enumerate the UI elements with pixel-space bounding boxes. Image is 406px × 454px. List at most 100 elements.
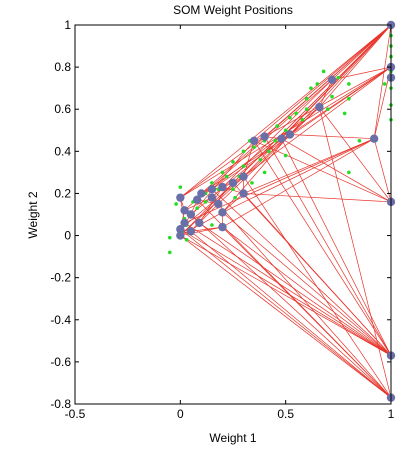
neighbor-link: [281, 24, 392, 139]
data-point: [382, 82, 387, 86]
data-point: [336, 75, 341, 80]
neighbor-link: [190, 231, 392, 398]
neighbor-link: [222, 226, 392, 356]
neuron-weight: [186, 227, 196, 236]
data-point: [252, 145, 256, 149]
data-point: [347, 82, 351, 86]
neighbor-link: [222, 193, 244, 213]
neighbor-link: [222, 138, 375, 228]
data-point: [342, 111, 347, 116]
neighbor-link: [253, 24, 392, 142]
neighbor-link: [243, 176, 392, 398]
y-tick-label: 0: [64, 229, 71, 243]
neuron-weight: [228, 178, 238, 188]
neighbor-link: [373, 24, 392, 139]
neuron-weight: [218, 208, 227, 217]
data-point: [174, 202, 178, 206]
neuron-weight: [207, 185, 217, 194]
data-point: [231, 187, 235, 192]
neighbor-link: [180, 228, 392, 398]
neighbor-link: [180, 226, 223, 236]
chart-title: SOM Weight Positions: [173, 3, 293, 17]
neighbor-link: [196, 106, 320, 201]
neighbor-link: [264, 66, 392, 137]
data-point: [300, 117, 305, 122]
neighbor-link: [281, 138, 392, 356]
x-axis-title: Weight 1: [209, 431, 256, 445]
neuron-weight: [195, 218, 204, 228]
neighbor-link: [319, 106, 392, 203]
data-point: [283, 128, 288, 133]
data-point: [275, 124, 280, 128]
neighbor-link: [243, 138, 375, 194]
neighbor-link: [264, 24, 392, 137]
data-point: [220, 170, 225, 175]
neuron-weight: [369, 134, 379, 143]
data-point: [224, 174, 229, 179]
y-tick-label: 0.6: [54, 102, 71, 116]
neuron-weight: [176, 231, 185, 240]
neighbor-link: [180, 235, 392, 398]
neighbor-link: [264, 136, 392, 356]
neuron-weight: [207, 193, 217, 202]
x-tick-label: 1: [388, 407, 395, 421]
y-axis-title: Weight 2: [26, 191, 40, 238]
data-point: [210, 223, 214, 227]
x-axis-ticks: -0.5 0 0.5 1: [65, 25, 395, 421]
neuron-weight: [176, 225, 185, 234]
neighbor-link: [218, 106, 320, 205]
neighbor-link: [222, 138, 375, 213]
y-tick-label: -0.2: [50, 271, 71, 285]
neuron-weight: [239, 189, 248, 198]
data-point: [250, 181, 254, 185]
neuron-weight: [249, 136, 259, 146]
neighbor-link: [217, 203, 392, 398]
y-tick-label: 0.4: [54, 144, 71, 158]
neighbor-link: [222, 134, 291, 213]
x-tick-label: -0.5: [65, 407, 86, 421]
data-point: [321, 69, 326, 74]
neuron-weight: [186, 210, 196, 219]
neuron-weight: [197, 189, 206, 198]
plot-frame: [74, 24, 392, 405]
neighbor-link: [184, 222, 392, 356]
neighbor-link: [180, 136, 265, 198]
y-axis-ticks: -0.8 -0.6 -0.4 -0.2 0 0.2 0.4 0.6 0.8 1: [50, 18, 391, 411]
neighbor-link: [180, 228, 392, 356]
neighbor-link: [319, 79, 333, 108]
neighbor-link: [180, 106, 320, 236]
data-point: [195, 206, 199, 210]
data-point: [288, 115, 292, 120]
neighbor-link: [190, 214, 392, 398]
neighbor-link: [184, 79, 333, 211]
data-point: [241, 149, 246, 154]
neighbor-link: [196, 199, 392, 398]
data-point: [241, 164, 246, 168]
y-tick-label: 0.2: [54, 186, 71, 200]
neighbor-link: [211, 188, 392, 356]
data-point: [315, 82, 320, 86]
neighbor-link: [319, 107, 392, 398]
neuron-weight: [180, 218, 189, 228]
data-point: [347, 96, 351, 101]
data-point: [258, 157, 263, 162]
neuron-weight: [180, 206, 189, 215]
neighbor-link: [184, 197, 213, 211]
neuron-weight: [277, 134, 286, 143]
y-tick-label: 0.8: [54, 60, 71, 74]
data-point: [347, 170, 351, 175]
data-point: [262, 170, 267, 175]
y-tick-label: 1: [64, 18, 71, 32]
neighbor-link: [222, 212, 392, 356]
data-point: [330, 94, 334, 99]
neuron-weight: [285, 130, 295, 139]
neighbor-link: [199, 203, 219, 224]
neighbor-link: [281, 138, 392, 203]
neuron-weight: [315, 102, 324, 112]
data-point: [267, 149, 271, 154]
neighbor-link: [232, 182, 392, 356]
data-point: [168, 250, 172, 255]
data-point: [168, 235, 172, 240]
neighbor-link: [319, 24, 392, 108]
neuron-weight: [218, 222, 227, 232]
